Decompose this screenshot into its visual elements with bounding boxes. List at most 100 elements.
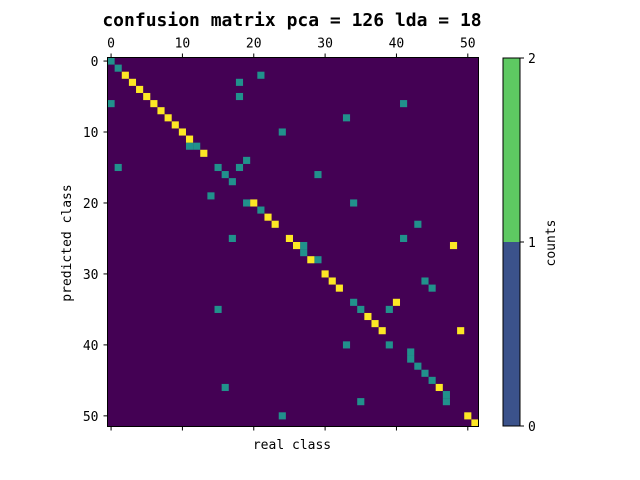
heatmap-cell-count2-r5-c5	[143, 92, 151, 101]
heatmap-cell-count1-r1-c1	[114, 64, 122, 72]
y-tick-label: 20	[83, 197, 99, 212]
x-tick-label: 10	[175, 37, 191, 52]
y-tick-label: 50	[83, 410, 99, 425]
heatmap-cell-count2-r13-c13	[200, 149, 208, 157]
heatmap-cell-count1-r40-c39	[385, 341, 393, 349]
heatmap-cell-count1-r25-c41	[400, 234, 408, 242]
x-axis-label: real class	[253, 438, 331, 453]
heatmap-cell-count1-r23-c43	[414, 220, 422, 228]
heatmap-cell-count1-r15-c1	[114, 163, 122, 172]
heatmap-cell-count2-r3-c3	[128, 78, 137, 86]
heatmap-cell-count1-r48-c35	[357, 398, 365, 406]
colorbar-segment-low	[503, 242, 520, 426]
heatmap-cell-count1-r10-c24	[278, 128, 286, 136]
heatmap-cell-count1-r0-c0	[107, 57, 115, 65]
colorbar-tick-label: 0	[528, 420, 536, 435]
colorbar: 0 1 2	[502, 52, 536, 435]
heatmap-cell-count1-r45-c45	[428, 376, 436, 384]
heatmap-cell-count1-r21-c21	[257, 206, 265, 214]
heatmap-cell-count2-r6-c6	[150, 100, 158, 108]
heatmap-cell-count1-r25-c17	[228, 234, 236, 242]
colorbar-label: counts	[544, 220, 559, 267]
heatmap-cell-count2-r22-c22	[264, 213, 272, 221]
heatmap-cell-count1-r12-c12	[193, 142, 201, 150]
heatmap-cell-count2-r23-c23	[271, 220, 279, 228]
heatmap-cell-count2-r38-c38	[378, 327, 386, 335]
y-axis-label: predicted class	[60, 184, 75, 301]
heatmap-cell-count1-r15-c15	[214, 163, 222, 172]
heatmap-cell-count2-r36-c36	[364, 312, 372, 321]
heatmap-cell-count1-r12-c11	[185, 142, 194, 150]
heatmap-cell-count2-r26-c48	[449, 242, 458, 250]
heatmap-cell-count1-r27-c27	[300, 249, 308, 257]
y-tick-label: 30	[83, 268, 99, 283]
y-axis-ticks: 0 10 20 30 40 50	[83, 55, 108, 425]
heatmap-cell-count1-r5-c18	[235, 92, 244, 101]
chart-title: confusion matrix pca = 126 lda = 18	[102, 10, 481, 31]
heatmap-cell-count1-r47-c47	[442, 391, 450, 399]
heatmap-cell-count2-r38-c49	[457, 327, 465, 335]
x-tick-label: 20	[246, 37, 262, 52]
heatmap-cell-count1-r8-c33	[342, 114, 351, 122]
y-tick-label: 10	[83, 126, 99, 141]
x-tick-label: 0	[107, 37, 115, 52]
heatmap-cell-count2-r2-c2	[121, 71, 129, 79]
x-tick-label: 40	[389, 37, 405, 52]
heatmap-cell-count1-r16-c29	[314, 171, 322, 179]
heatmap-cell-count1-r35-c35	[357, 305, 365, 313]
heatmap-cell-count1-r41-c42	[407, 348, 415, 356]
heatmap-cell-count2-r4-c4	[136, 85, 144, 93]
heatmap-cell-count2-r26-c26	[293, 242, 301, 250]
heatmap-cell-count2-r51-c51	[471, 419, 479, 427]
heatmap-cell-count1-r44-c44	[421, 369, 429, 377]
heatmap-cell-count1-r35-c39	[385, 305, 393, 313]
heatmap-cell-count1-r48-c47	[442, 398, 450, 406]
heatmap-cell-count2-r10-c10	[178, 128, 186, 136]
colorbar-tick-label: 2	[528, 52, 536, 67]
heatmap-cell-count1-r46-c16	[221, 383, 229, 392]
heatmap-cell-count1-r17-c17	[228, 178, 236, 186]
colorbar-segment-high	[503, 58, 520, 242]
heatmap-cell-count2-r11-c11	[185, 135, 194, 143]
heatmap-cell-count2-r20-c20	[250, 199, 258, 207]
heatmap-frame	[107, 57, 479, 427]
heatmap	[107, 57, 479, 427]
heatmap-cell-count1-r16-c16	[221, 171, 229, 179]
heatmap-cell-count2-r31-c31	[328, 277, 336, 285]
y-tick-label: 0	[91, 55, 99, 70]
heatmap-cell-count2-r8-c8	[164, 114, 172, 122]
heatmap-cell-count2-r7-c7	[157, 107, 165, 115]
heatmap-cell-count1-r42-c42	[407, 355, 415, 363]
heatmap-cell-count1-r34-c34	[350, 298, 358, 306]
heatmap-cell-count1-r15-c18	[235, 163, 244, 172]
y-tick-label: 40	[83, 339, 99, 354]
heatmap-cell-count1-r3-c18	[235, 78, 244, 86]
heatmap-cell-count1-r19-c14	[207, 192, 215, 200]
x-axis-ticks: 0 10 20 30 40 50	[107, 37, 476, 431]
heatmap-cell-count1-r6-c0	[107, 100, 115, 108]
x-tick-label: 50	[460, 37, 476, 52]
heatmap-cell-count2-r46-c46	[435, 383, 443, 392]
heatmap-cell-count1-r43-c43	[414, 362, 422, 370]
heatmap-cell-count1-r40-c33	[342, 341, 351, 349]
heatmap-cell-count1-r50-c24	[278, 412, 286, 420]
heatmap-cell-count2-r25-c25	[285, 234, 293, 242]
heatmap-cell-count1-r32-c45	[428, 284, 436, 292]
heatmap-cell-count2-r50-c50	[464, 412, 472, 420]
heatmap-cell-count1-r28-c29	[314, 256, 322, 264]
heatmap-cell-count1-r26-c27	[300, 242, 308, 250]
heatmap-cell-count2-r9-c9	[171, 121, 179, 129]
heatmap-cell-count1-r2-c21	[257, 71, 265, 79]
heatmap-cell-count2-r30-c30	[321, 270, 329, 278]
heatmap-cell-count1-r35-c15	[214, 305, 222, 313]
heatmap-cell-count1-r31-c44	[421, 277, 429, 285]
colorbar-tick-label: 1	[528, 236, 536, 251]
heatmap-cell-count2-r34-c40	[392, 298, 401, 306]
heatmap-cell-count2-r32-c32	[335, 284, 343, 292]
heatmap-cell-count2-r28-c28	[307, 256, 315, 264]
heatmap-cell-count1-r20-c34	[350, 199, 358, 207]
heatmap-cell-count1-r14-c19	[243, 156, 251, 164]
heatmap-cell-count2-r37-c37	[371, 320, 379, 328]
x-tick-label: 30	[317, 37, 333, 52]
